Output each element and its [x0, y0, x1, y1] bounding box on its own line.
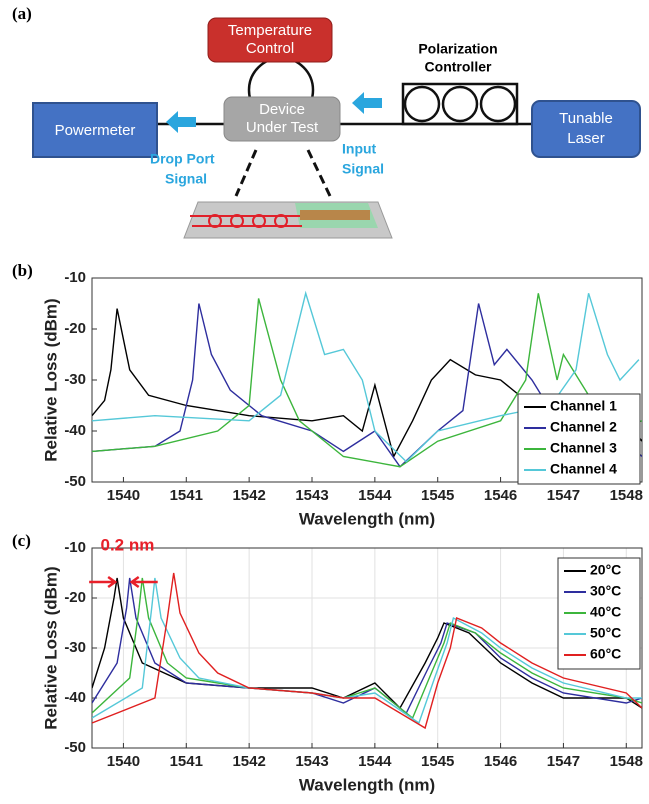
- zoom-line: [306, 149, 332, 197]
- legend-label: Channel 3: [550, 440, 617, 456]
- series-line: [92, 577, 642, 725]
- dut-text: Device: [259, 101, 305, 118]
- zoom-line: [234, 149, 258, 197]
- x-tick-label: 1548: [610, 753, 643, 770]
- temperature-text: Control: [246, 40, 294, 57]
- powermeter-box: [32, 102, 158, 158]
- x-tick-label: 1546: [484, 753, 517, 770]
- input-text: Input: [342, 141, 377, 157]
- x-tick-label: 1540: [107, 487, 140, 504]
- temperature-text: Temperature: [228, 22, 312, 39]
- laser-text: Tunable: [559, 110, 613, 127]
- y-tick-label: -20: [64, 589, 86, 606]
- legend-label: 60°C: [590, 646, 621, 662]
- x-tick-label: 1546: [484, 487, 517, 504]
- series-line: [92, 290, 640, 463]
- panel-label: (b): [12, 261, 33, 280]
- temperature-box: [207, 17, 333, 63]
- y-tick-label: -40: [64, 689, 86, 706]
- series-line: [92, 577, 642, 720]
- series-line: [92, 293, 642, 468]
- x-tick-label: 1542: [232, 753, 265, 770]
- polarization-text: Controller: [425, 59, 492, 75]
- x-tick-label: 1541: [170, 753, 203, 770]
- setup-diagram: (a) Temperature Control Device Under Tes…: [12, 4, 641, 239]
- legend-label: 40°C: [590, 604, 621, 620]
- dut-text: Under Test: [246, 119, 319, 136]
- x-tick-label: 1548: [610, 487, 643, 504]
- x-tick-label: 1547: [547, 487, 580, 504]
- y-tick-label: -10: [64, 269, 86, 286]
- x-tick-label: 1544: [358, 753, 392, 770]
- annotation-arrow: [89, 575, 118, 589]
- x-tick-label: 1543: [295, 753, 328, 770]
- polarization-text: Polarization: [418, 41, 497, 57]
- laser-text: Laser: [567, 130, 605, 147]
- chip-illustration: [183, 201, 393, 239]
- panel-label: (c): [12, 531, 31, 550]
- legend-label: 50°C: [590, 625, 621, 641]
- series-line: [92, 308, 642, 459]
- series-line: [92, 577, 642, 710]
- y-tick-label: -30: [64, 371, 86, 388]
- annotation: 0.2 nm: [100, 535, 154, 554]
- x-axis-label: Wavelength (nm): [299, 775, 435, 794]
- legend: 20°C 30°C 40°C 50°C 60°C: [557, 557, 641, 670]
- x-tick-label: 1547: [547, 753, 580, 770]
- legend-label: 30°C: [590, 583, 621, 599]
- y-tick-label: -20: [64, 320, 86, 337]
- laser-box: [531, 100, 641, 158]
- x-tick-label: 1544: [358, 487, 392, 504]
- legend-label: 20°C: [590, 562, 621, 578]
- panel-label: (a): [12, 4, 32, 23]
- plot-frame: [91, 547, 643, 749]
- drop-port-text: Signal: [165, 171, 207, 187]
- x-tick-label: 1540: [107, 753, 140, 770]
- annotation-arrow: [129, 575, 158, 589]
- arrow: [166, 111, 196, 133]
- powermeter-text: Powermeter: [55, 122, 136, 139]
- y-axis-label: Relative Loss (dBm): [41, 566, 60, 729]
- x-tick-label: 1542: [232, 487, 265, 504]
- x-axis-label: Wavelength (nm): [299, 509, 435, 528]
- polarization-paddles: [401, 82, 519, 126]
- legend-label: Channel 4: [550, 461, 617, 477]
- series-line: [92, 572, 642, 730]
- x-tick-label: 1545: [421, 753, 454, 770]
- plot-frame: [91, 277, 643, 483]
- legend-label: Channel 1: [550, 398, 617, 414]
- dut-box: [223, 96, 341, 142]
- x-tick-label: 1541: [170, 487, 203, 504]
- y-tick-label: -40: [64, 422, 86, 439]
- input-text: Signal: [342, 161, 384, 177]
- x-tick-label: 1543: [295, 487, 328, 504]
- y-tick-label: -30: [64, 639, 86, 656]
- y-axis-label: Relative Loss (dBm): [41, 298, 60, 461]
- arrow: [352, 92, 382, 114]
- x-tick-label: 1545: [421, 487, 454, 504]
- y-tick-label: -10: [64, 539, 86, 556]
- y-tick-label: -50: [64, 473, 86, 490]
- drop-port-text: Drop Port: [150, 151, 215, 167]
- y-tick-label: -50: [64, 739, 86, 756]
- legend: Channel 1 Channel 2 Channel 3 Channel 4: [517, 393, 641, 485]
- legend-label: Channel 2: [550, 419, 617, 435]
